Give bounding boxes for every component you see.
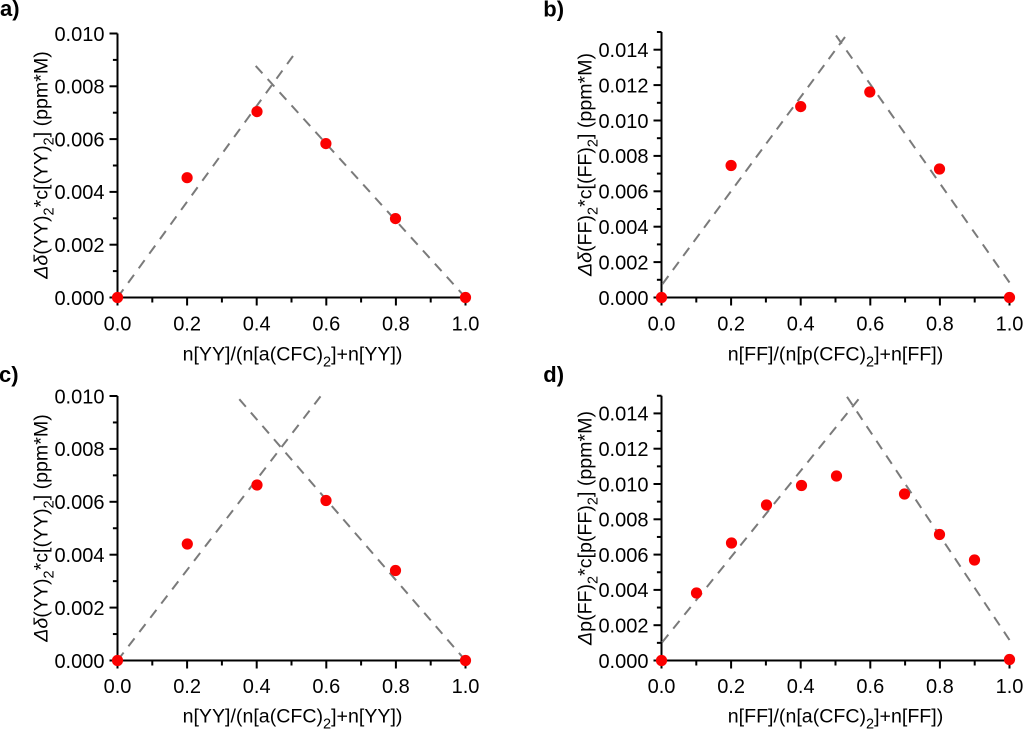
svg-text:0.014: 0.014 — [598, 40, 648, 62]
svg-text:0.2: 0.2 — [173, 676, 201, 698]
svg-text:0.8: 0.8 — [382, 676, 410, 698]
svg-text:0.000: 0.000 — [54, 288, 104, 310]
svg-text:0.8: 0.8 — [382, 314, 410, 336]
svg-text:a): a) — [0, 0, 20, 21]
svg-text:d): d) — [543, 362, 564, 387]
svg-text:0.010: 0.010 — [54, 24, 104, 46]
svg-text:0.002: 0.002 — [54, 598, 104, 620]
svg-text:0.006: 0.006 — [598, 545, 648, 567]
svg-text:1.0: 1.0 — [452, 676, 480, 698]
svg-text:b): b) — [543, 0, 564, 22]
svg-text:0.004: 0.004 — [54, 545, 104, 567]
svg-text:0.014: 0.014 — [598, 404, 648, 426]
svg-text:0.0: 0.0 — [104, 676, 132, 698]
svg-text:0.012: 0.012 — [598, 75, 648, 97]
svg-text:0.004: 0.004 — [598, 580, 648, 602]
svg-text:0.8: 0.8 — [926, 676, 954, 698]
svg-text:0.2: 0.2 — [717, 676, 745, 698]
svg-text:0.4: 0.4 — [787, 314, 815, 336]
svg-text:0.010: 0.010 — [54, 386, 104, 408]
svg-text:0.4: 0.4 — [243, 314, 271, 336]
svg-text:0.2: 0.2 — [717, 314, 745, 336]
svg-text:0.0: 0.0 — [648, 676, 676, 698]
svg-text:0.4: 0.4 — [243, 676, 271, 698]
svg-text:0.002: 0.002 — [54, 235, 104, 257]
svg-text:n[YY]/(n[a(CFC)2​]+n[YY]): n[YY]/(n[a(CFC)2​]+n[YY]) — [183, 706, 403, 730]
svg-text:0.000: 0.000 — [54, 651, 104, 673]
svg-text:0.4: 0.4 — [787, 676, 815, 698]
svg-text:0.6: 0.6 — [312, 676, 340, 698]
svg-text:0.010: 0.010 — [598, 474, 648, 496]
svg-text:c): c) — [0, 362, 19, 387]
svg-text:0.0: 0.0 — [104, 314, 132, 336]
svg-text:0.012: 0.012 — [598, 439, 648, 461]
svg-text:1.0: 1.0 — [996, 676, 1024, 698]
svg-text:0.6: 0.6 — [856, 314, 884, 336]
svg-text:0.004: 0.004 — [598, 217, 648, 239]
svg-text:n[FF]/(n[a(CFC)2​]+n[FF]): n[FF]/(n[a(CFC)2​]+n[FF]) — [728, 706, 943, 730]
svg-text:0.002: 0.002 — [598, 616, 648, 638]
svg-text:0.008: 0.008 — [598, 146, 648, 168]
svg-text:0.000: 0.000 — [598, 288, 648, 310]
svg-text:0.002: 0.002 — [598, 252, 648, 274]
svg-text:0.2: 0.2 — [173, 314, 201, 336]
svg-text:0.8: 0.8 — [926, 314, 954, 336]
svg-text:0.008: 0.008 — [598, 510, 648, 532]
svg-text:0.010: 0.010 — [598, 111, 648, 133]
svg-text:0.008: 0.008 — [54, 439, 104, 461]
svg-text:0.0: 0.0 — [648, 314, 676, 336]
svg-text:0.004: 0.004 — [54, 182, 104, 204]
svg-text:0.008: 0.008 — [54, 77, 104, 99]
svg-text:0.006: 0.006 — [54, 129, 104, 151]
svg-text:0.6: 0.6 — [856, 676, 884, 698]
svg-text:0.006: 0.006 — [598, 182, 648, 204]
svg-text:0.000: 0.000 — [598, 651, 648, 673]
svg-text:1.0: 1.0 — [996, 314, 1024, 336]
svg-text:0.006: 0.006 — [54, 492, 104, 514]
svg-text:1.0: 1.0 — [452, 314, 480, 336]
svg-text:0.6: 0.6 — [312, 314, 340, 336]
